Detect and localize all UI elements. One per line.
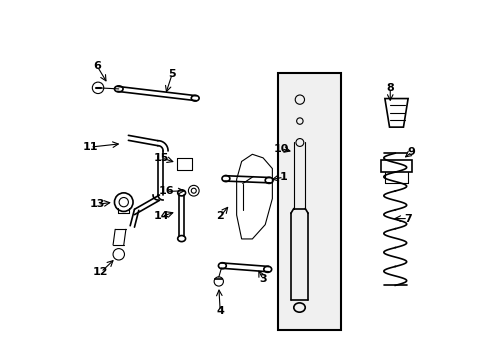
- Text: 9: 9: [407, 147, 415, 157]
- Text: 1: 1: [279, 172, 287, 182]
- Text: 2: 2: [216, 211, 224, 221]
- Bar: [278, 73, 340, 330]
- Text: 15: 15: [154, 153, 169, 163]
- Text: 3: 3: [259, 274, 266, 284]
- Text: 6: 6: [93, 62, 101, 71]
- Text: 13: 13: [89, 199, 105, 209]
- Text: 11: 11: [82, 142, 98, 152]
- Text: 4: 4: [216, 306, 224, 316]
- Text: 14: 14: [154, 211, 169, 221]
- Text: 8: 8: [386, 83, 393, 93]
- Text: 10: 10: [273, 144, 288, 154]
- Text: 12: 12: [93, 267, 108, 277]
- Text: 16: 16: [159, 186, 174, 197]
- Text: 5: 5: [168, 68, 176, 78]
- Text: 7: 7: [404, 213, 411, 224]
